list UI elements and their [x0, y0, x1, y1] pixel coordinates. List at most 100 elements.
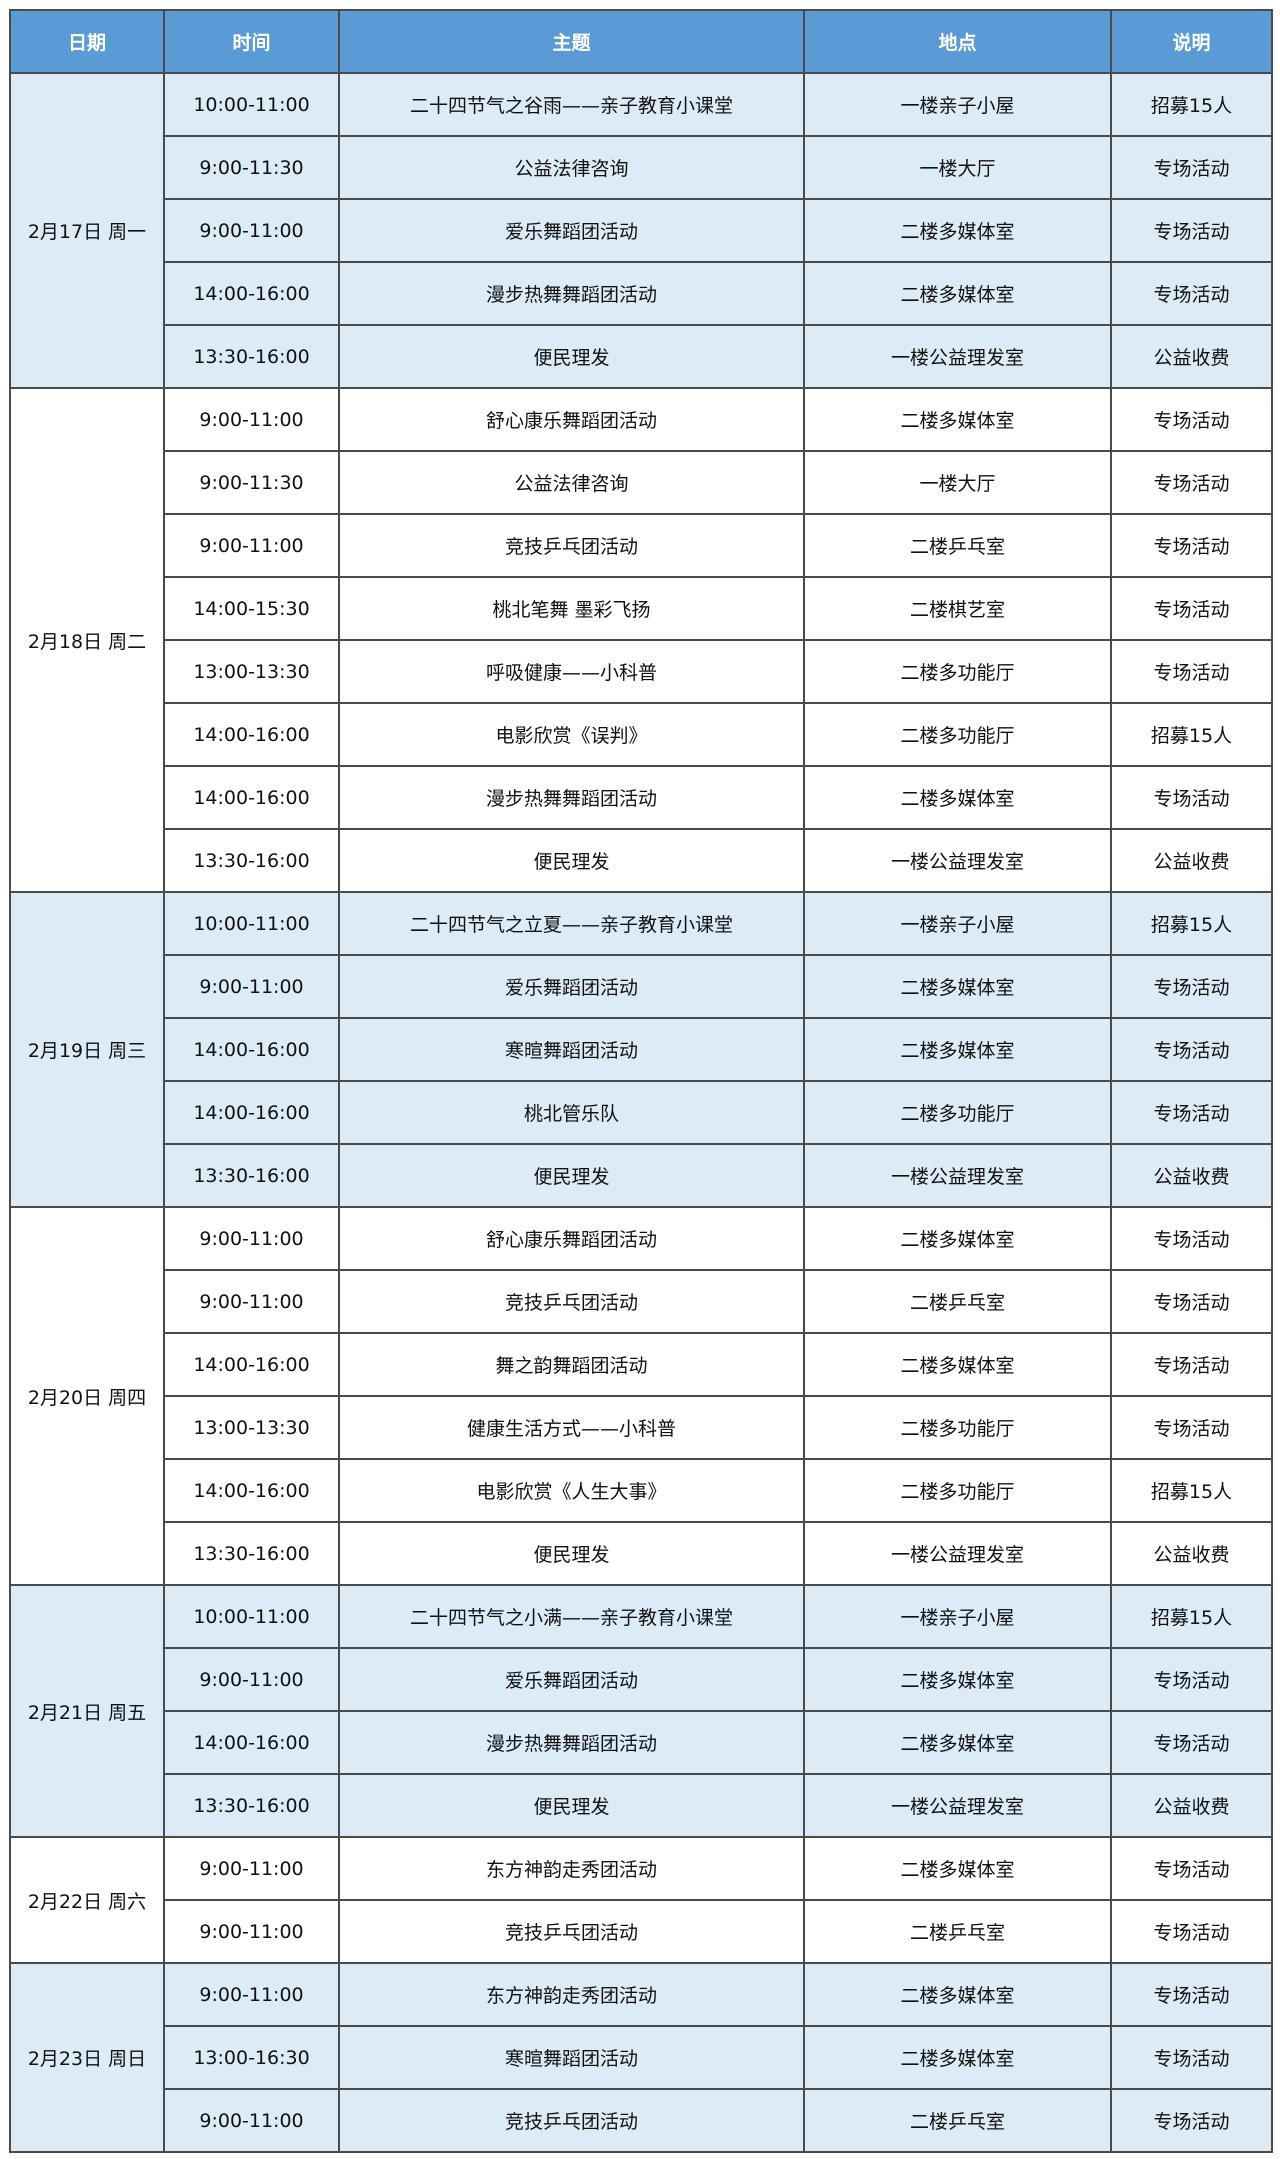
location-cell: 一楼大厅: [803, 450, 1112, 515]
table-row: 2月18日 周二 9:00-11:00 舒心康乐舞蹈团活动 二楼多媒体室 专场活动: [9, 387, 1273, 893]
time-cell: 14:00-15:30: [163, 576, 340, 641]
time-cell: 14:00-16:00: [163, 1458, 340, 1523]
location-cell: 二楼多媒体室: [803, 765, 1112, 830]
location-cell: 二楼多媒体室: [803, 1710, 1112, 1775]
topic-cell: 爱乐舞蹈团活动: [338, 198, 805, 263]
time-cell: 9:00-11:00: [163, 1836, 340, 1901]
location-cell: 二楼乒乓室: [803, 1899, 1112, 1964]
table-row: 13:30-16:00 便民理发 一楼公益理发室 公益收费: [10, 828, 1273, 893]
location-cell: 二楼多媒体室: [803, 1017, 1112, 1082]
location-cell: 二楼多功能厅: [803, 1395, 1112, 1460]
topic-cell: 二十四节气之立夏——亲子教育小课堂: [338, 891, 805, 956]
table-row: 9:00-11:30 公益法律咨询 一楼大厅 专场活动: [10, 135, 1273, 200]
time-cell: 14:00-16:00: [163, 261, 340, 326]
note-cell: 专场活动: [1110, 1647, 1273, 1712]
time-cell: 9:00-11:00: [163, 1206, 340, 1271]
note-cell: 专场活动: [1110, 1836, 1273, 1901]
time-cell: 10:00-11:00: [163, 72, 340, 137]
table-row: 2月22日 周六 9:00-11:00 东方神韵走秀团活动 二楼多媒体室 专场活动: [9, 1836, 1273, 1964]
location-cell: 二楼多功能厅: [803, 1458, 1112, 1523]
topic-cell: 电影欣赏《误判》: [338, 702, 805, 767]
location-cell: 二楼乒乓室: [803, 1269, 1112, 1334]
schedule-body: 2月17日 周一 10:00-11:00 二十四节气之谷雨——亲子教育小课堂 一楼亲子…: [9, 72, 1273, 2153]
date-cell: 2月20日 周四: [9, 1206, 165, 1586]
table-row: 13:30-16:00 便民理发 一楼公益理发室 公益收费: [10, 1521, 1273, 1586]
table-row: 14:00-16:00 电影欣赏《误判》 二楼多功能厅 招募15人: [10, 702, 1273, 767]
location-cell: 二楼棋艺室: [803, 576, 1112, 641]
table-row: 13:30-16:00 便民理发 一楼公益理发室 公益收费: [10, 324, 1273, 389]
note-cell: 公益收费: [1110, 1521, 1273, 1586]
time-cell: 9:00-11:00: [163, 513, 340, 578]
time-cell: 13:30-16:00: [163, 1143, 340, 1208]
topic-cell: 东方神韵走秀团活动: [338, 1962, 805, 2027]
note-cell: 专场活动: [1110, 261, 1273, 326]
time-cell: 9:00-11:00: [163, 1269, 340, 1334]
table-row: 13:00-13:30 健康生活方式——小科普 二楼多功能厅 专场活动: [10, 1395, 1273, 1460]
topic-cell: 漫步热舞舞蹈团活动: [338, 261, 805, 326]
location-cell: 一楼公益理发室: [803, 324, 1112, 389]
table-row: 14:00-16:00 舞之韵舞蹈团活动 二楼多媒体室 专场活动: [10, 1332, 1273, 1397]
time-cell: 13:00-13:30: [163, 639, 340, 704]
note-cell: 招募15人: [1110, 1584, 1273, 1649]
topic-cell: 便民理发: [338, 1773, 805, 1838]
table-row: 9:00-11:00 竞技乒乓团活动 二楼乒乓室 专场活动: [10, 2088, 1273, 2153]
table-row: 14:00-15:30 桃北笔舞 墨彩飞扬 二楼棋艺室 专场活动: [10, 576, 1273, 641]
table-row: 9:00-11:00 爱乐舞蹈团活动 二楼多媒体室 专场活动: [10, 954, 1273, 1019]
topic-cell: 漫步热舞舞蹈团活动: [338, 1710, 805, 1775]
note-cell: 招募15人: [1110, 702, 1273, 767]
time-cell: 13:30-16:00: [163, 324, 340, 389]
table-row: 2月17日 周一 10:00-11:00 二十四节气之谷雨——亲子教育小课堂 一楼亲子…: [9, 72, 1273, 389]
note-cell: 专场活动: [1110, 1080, 1273, 1145]
time-cell: 9:00-11:00: [163, 2088, 340, 2153]
table-row: 13:00-16:30 寒暄舞蹈团活动 二楼多媒体室 专场活动: [10, 2025, 1273, 2090]
note-cell: 专场活动: [1110, 1269, 1273, 1334]
topic-cell: 寒暄舞蹈团活动: [338, 1017, 805, 1082]
location-cell: 二楼乒乓室: [803, 513, 1112, 578]
topic-cell: 竞技乒乓团活动: [338, 513, 805, 578]
location-cell: 一楼公益理发室: [803, 1773, 1112, 1838]
location-cell: 二楼乒乓室: [803, 2088, 1112, 2153]
topic-cell: 便民理发: [338, 1521, 805, 1586]
time-cell: 14:00-16:00: [163, 1017, 340, 1082]
table-row: 9:00-11:00 竞技乒乓团活动 二楼乒乓室 专场活动: [10, 1269, 1273, 1334]
location-cell: 二楼多媒体室: [803, 1836, 1112, 1901]
header-location: 地点: [803, 9, 1112, 74]
table-row: 9:00-11:00 竞技乒乓团活动 二楼乒乓室 专场活动: [10, 513, 1273, 578]
note-cell: 专场活动: [1110, 2025, 1273, 2090]
location-cell: 一楼亲子小屋: [803, 891, 1112, 956]
note-cell: 专场活动: [1110, 2088, 1273, 2153]
table-row: 13:30-16:00 便民理发 一楼公益理发室 公益收费: [10, 1773, 1273, 1838]
time-cell: 14:00-16:00: [163, 1332, 340, 1397]
location-cell: 一楼亲子小屋: [803, 1584, 1112, 1649]
time-cell: 14:00-16:00: [163, 1080, 340, 1145]
table-row: 2月21日 周五 10:00-11:00 二十四节气之小满——亲子教育小课堂 一楼亲子…: [9, 1584, 1273, 1838]
time-cell: 9:00-11:30: [163, 135, 340, 200]
topic-cell: 电影欣赏《人生大事》: [338, 1458, 805, 1523]
time-cell: 9:00-11:00: [163, 1962, 340, 2027]
table-row: 14:00-16:00 寒暄舞蹈团活动 二楼多媒体室 专场活动: [10, 1017, 1273, 1082]
time-cell: 14:00-16:00: [163, 765, 340, 830]
time-cell: 13:30-16:00: [163, 1773, 340, 1838]
table-row: 14:00-16:00 漫步热舞舞蹈团活动 二楼多媒体室 专场活动: [10, 765, 1273, 830]
location-cell: 二楼多功能厅: [803, 702, 1112, 767]
note-cell: 专场活动: [1110, 1017, 1273, 1082]
table-row: 9:00-11:30 公益法律咨询 一楼大厅 专场活动: [10, 450, 1273, 515]
header-time: 时间: [163, 9, 340, 74]
header-date: 日期: [9, 9, 165, 74]
date-cell: 2月18日 周二: [9, 387, 165, 893]
location-cell: 二楼多功能厅: [803, 639, 1112, 704]
note-cell: 专场活动: [1110, 954, 1273, 1019]
note-cell: 招募15人: [1110, 72, 1273, 137]
table-row: 14:00-16:00 漫步热舞舞蹈团活动 二楼多媒体室 专场活动: [10, 261, 1273, 326]
date-cell: 2月21日 周五: [9, 1584, 165, 1838]
note-cell: 专场活动: [1110, 387, 1273, 452]
time-cell: 10:00-11:00: [163, 1584, 340, 1649]
location-cell: 一楼公益理发室: [803, 1521, 1112, 1586]
location-cell: 一楼公益理发室: [803, 828, 1112, 893]
topic-cell: 爱乐舞蹈团活动: [338, 954, 805, 1019]
header-note: 说明: [1110, 9, 1273, 74]
header-topic: 主题: [338, 9, 805, 74]
note-cell: 专场活动: [1110, 450, 1273, 515]
time-cell: 9:00-11:30: [163, 450, 340, 515]
note-cell: 专场活动: [1110, 1206, 1273, 1271]
